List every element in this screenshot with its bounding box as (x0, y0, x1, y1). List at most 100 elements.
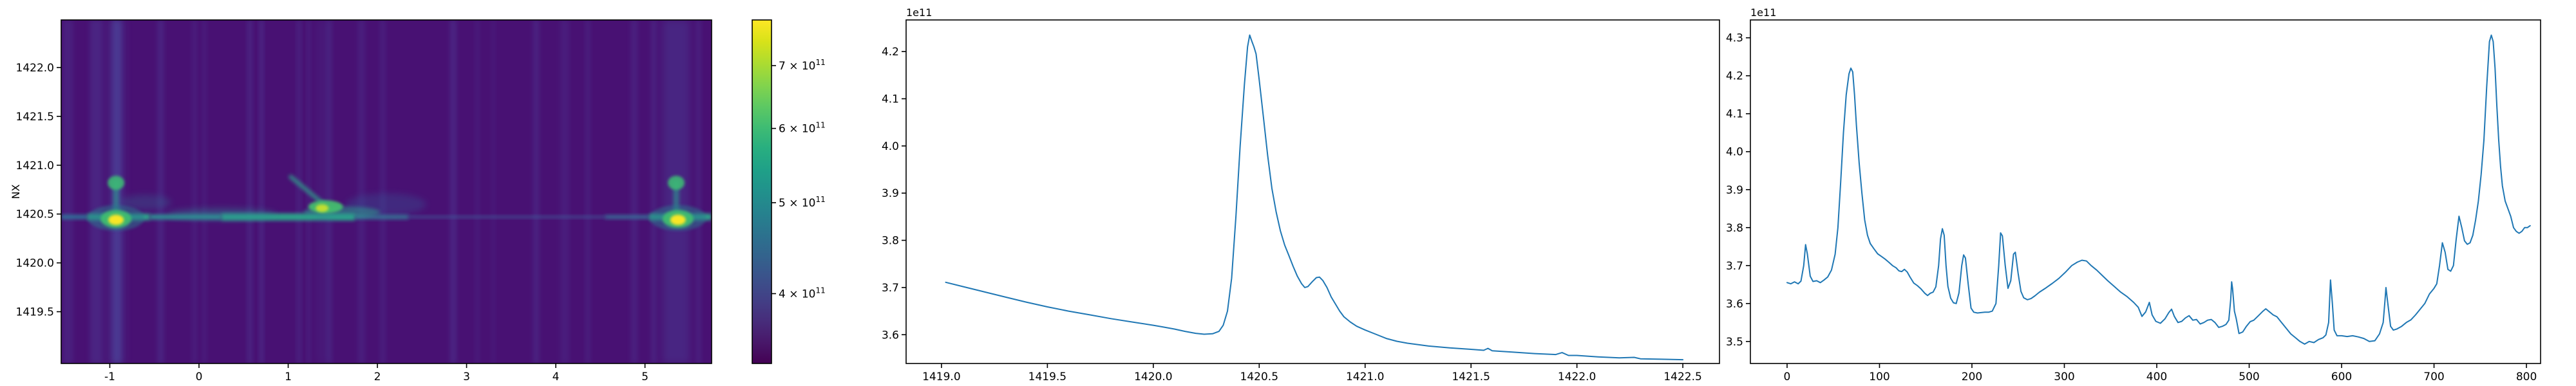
y-tick-label: 1420.5 (16, 208, 54, 221)
plot-line-scan-series (1786, 34, 2531, 345)
heatmap-ylabel: NX (10, 185, 22, 199)
x-tick-label: 1420.5 (1240, 371, 1278, 383)
axes-spines (61, 19, 712, 364)
middle-line-chart-panel: 1419.0 1419.5 1420.0 1420.5 1421.0 1421.5 1422… (882, 19, 1720, 383)
x-tick-label: 1420.0 (1134, 371, 1172, 383)
y-tick-label: 3.6 (882, 329, 899, 342)
y-tick-label: 4.1 (882, 93, 899, 106)
y-tick-label: 4.0 (882, 140, 899, 153)
x-tick-label: 1421.0 (1346, 371, 1384, 383)
y-tick-label: 3.7 (882, 282, 899, 295)
vertical-streak (113, 181, 119, 214)
x-tick-label: 0 (196, 371, 203, 383)
rfi-stripe (358, 20, 365, 363)
plot-line-spectrum (945, 34, 1684, 361)
x-tick-label: 800 (2516, 371, 2537, 383)
right-line-chart-panel: 0 100 200 300 400 500 600 700 800 4.3 4.2 4.1 4.0 3.9… (1726, 19, 2541, 383)
colorbar-gradient (752, 20, 772, 363)
rfi-stripe (193, 20, 197, 363)
y-tick-label: 1420.0 (16, 257, 54, 270)
colorbar-tick-exponent: 11 (816, 58, 826, 67)
heatmap-image (61, 20, 712, 363)
colorbar-outline (752, 19, 772, 364)
rfi-stripe (381, 20, 385, 363)
rfi-stripe (475, 20, 479, 363)
x-tick-label: 5 (641, 371, 649, 383)
x-tick-label: 1422.5 (1663, 371, 1701, 383)
x-tick-label: 300 (2054, 371, 2074, 383)
colorbar-tick-label: 7 × 1011 (779, 58, 826, 73)
heatmap-hotspot (668, 176, 685, 190)
colorbar-tick-exponent: 11 (816, 195, 826, 204)
y-tick-label: 3.9 (882, 187, 899, 200)
rfi-stripe (696, 20, 701, 363)
emission-band-segment (221, 213, 355, 221)
heatmap-background (61, 20, 712, 363)
colorbar-tick-exponent: 11 (816, 121, 826, 130)
x-tick-label: 600 (2331, 371, 2352, 383)
colorbar-tick-label: 4 × 1011 (779, 286, 826, 300)
colorbar-tick-label: 5 × 1011 (779, 195, 826, 210)
middle-offset-text: 1e11 (906, 6, 932, 19)
x-tick-label: 500 (2239, 371, 2259, 383)
rfi-stripe (260, 20, 263, 363)
x-tick-label: 400 (2146, 371, 2167, 383)
rfi-stripe (202, 20, 206, 363)
y-tick-label: 3.5 (1726, 336, 1743, 349)
heatmap-hotspot (670, 214, 686, 225)
x-tick-label: 700 (2423, 371, 2444, 383)
vertical-glow (316, 20, 331, 363)
colorbar-tick-label: 6 × 1011 (779, 121, 826, 136)
emission-band-segment (355, 214, 409, 219)
emission-band-segment (605, 215, 650, 219)
y-tick-label: 3.6 (1726, 298, 1743, 311)
rfi-stripe (651, 20, 657, 363)
rfi-stripe (247, 20, 252, 363)
rfi-stripe (90, 20, 103, 363)
x-tick-label: 1422.0 (1558, 371, 1596, 383)
right-offset-text: 1e11 (1750, 6, 1776, 19)
rfi-stripe (450, 20, 457, 363)
axes-spines (905, 19, 1720, 364)
x-tick-label: 4 (553, 371, 560, 383)
colorbar-panel: 7 × 1011 6 × 1011 5 × 1011 4 × 1011 (752, 19, 826, 364)
y-tick-label: 3.8 (882, 235, 899, 248)
rfi-stripe (533, 20, 539, 363)
y-tick-label: 1422.0 (16, 62, 54, 75)
x-tick-label: 3 (463, 371, 470, 383)
y-tick-label: 3.9 (1726, 184, 1743, 197)
rfi-stripe (492, 20, 495, 363)
x-tick-label: 1419.0 (922, 371, 960, 383)
x-tick-label: 2 (374, 371, 381, 383)
y-tick-label: 3.8 (1726, 222, 1743, 235)
x-tick-label: 1421.5 (1452, 371, 1490, 383)
y-tick-label: 4.0 (1726, 146, 1743, 159)
emission-band-segment (61, 214, 88, 219)
heatmap-hotspot (108, 176, 125, 190)
vertical-streak (673, 181, 679, 214)
y-tick-label: 3.7 (1726, 260, 1743, 273)
x-tick-label: 1419.5 (1028, 371, 1066, 383)
heatmap-panel: -1 0 1 2 3 4 5 1422.0 1421.5 1421.0 1420.5 1420.0 14… (16, 19, 712, 383)
x-tick-label: 1 (285, 371, 292, 383)
y-tick-label: 4.2 (1726, 70, 1743, 83)
x-tick-label: 100 (1869, 371, 1889, 383)
heatmap-hotspot (316, 204, 329, 212)
colorbar-tick-exponent: 11 (816, 286, 826, 295)
emission-band-segment (408, 216, 605, 219)
rfi-stripe (630, 20, 638, 363)
axes-spines (1750, 19, 2541, 364)
faint-cloud (166, 208, 276, 220)
rfi-stripe (297, 20, 301, 363)
rfi-stripe (560, 20, 569, 363)
rfi-stripe (62, 20, 73, 363)
y-tick-label: 4.1 (1726, 108, 1743, 121)
y-tick-label: 4.2 (882, 46, 899, 59)
x-tick-label: 200 (1962, 371, 1982, 383)
y-tick-label: 4.3 (1726, 32, 1743, 45)
rfi-stripe (157, 20, 164, 363)
y-tick-label: 1419.5 (16, 306, 54, 319)
diagonal-streak (289, 174, 327, 207)
